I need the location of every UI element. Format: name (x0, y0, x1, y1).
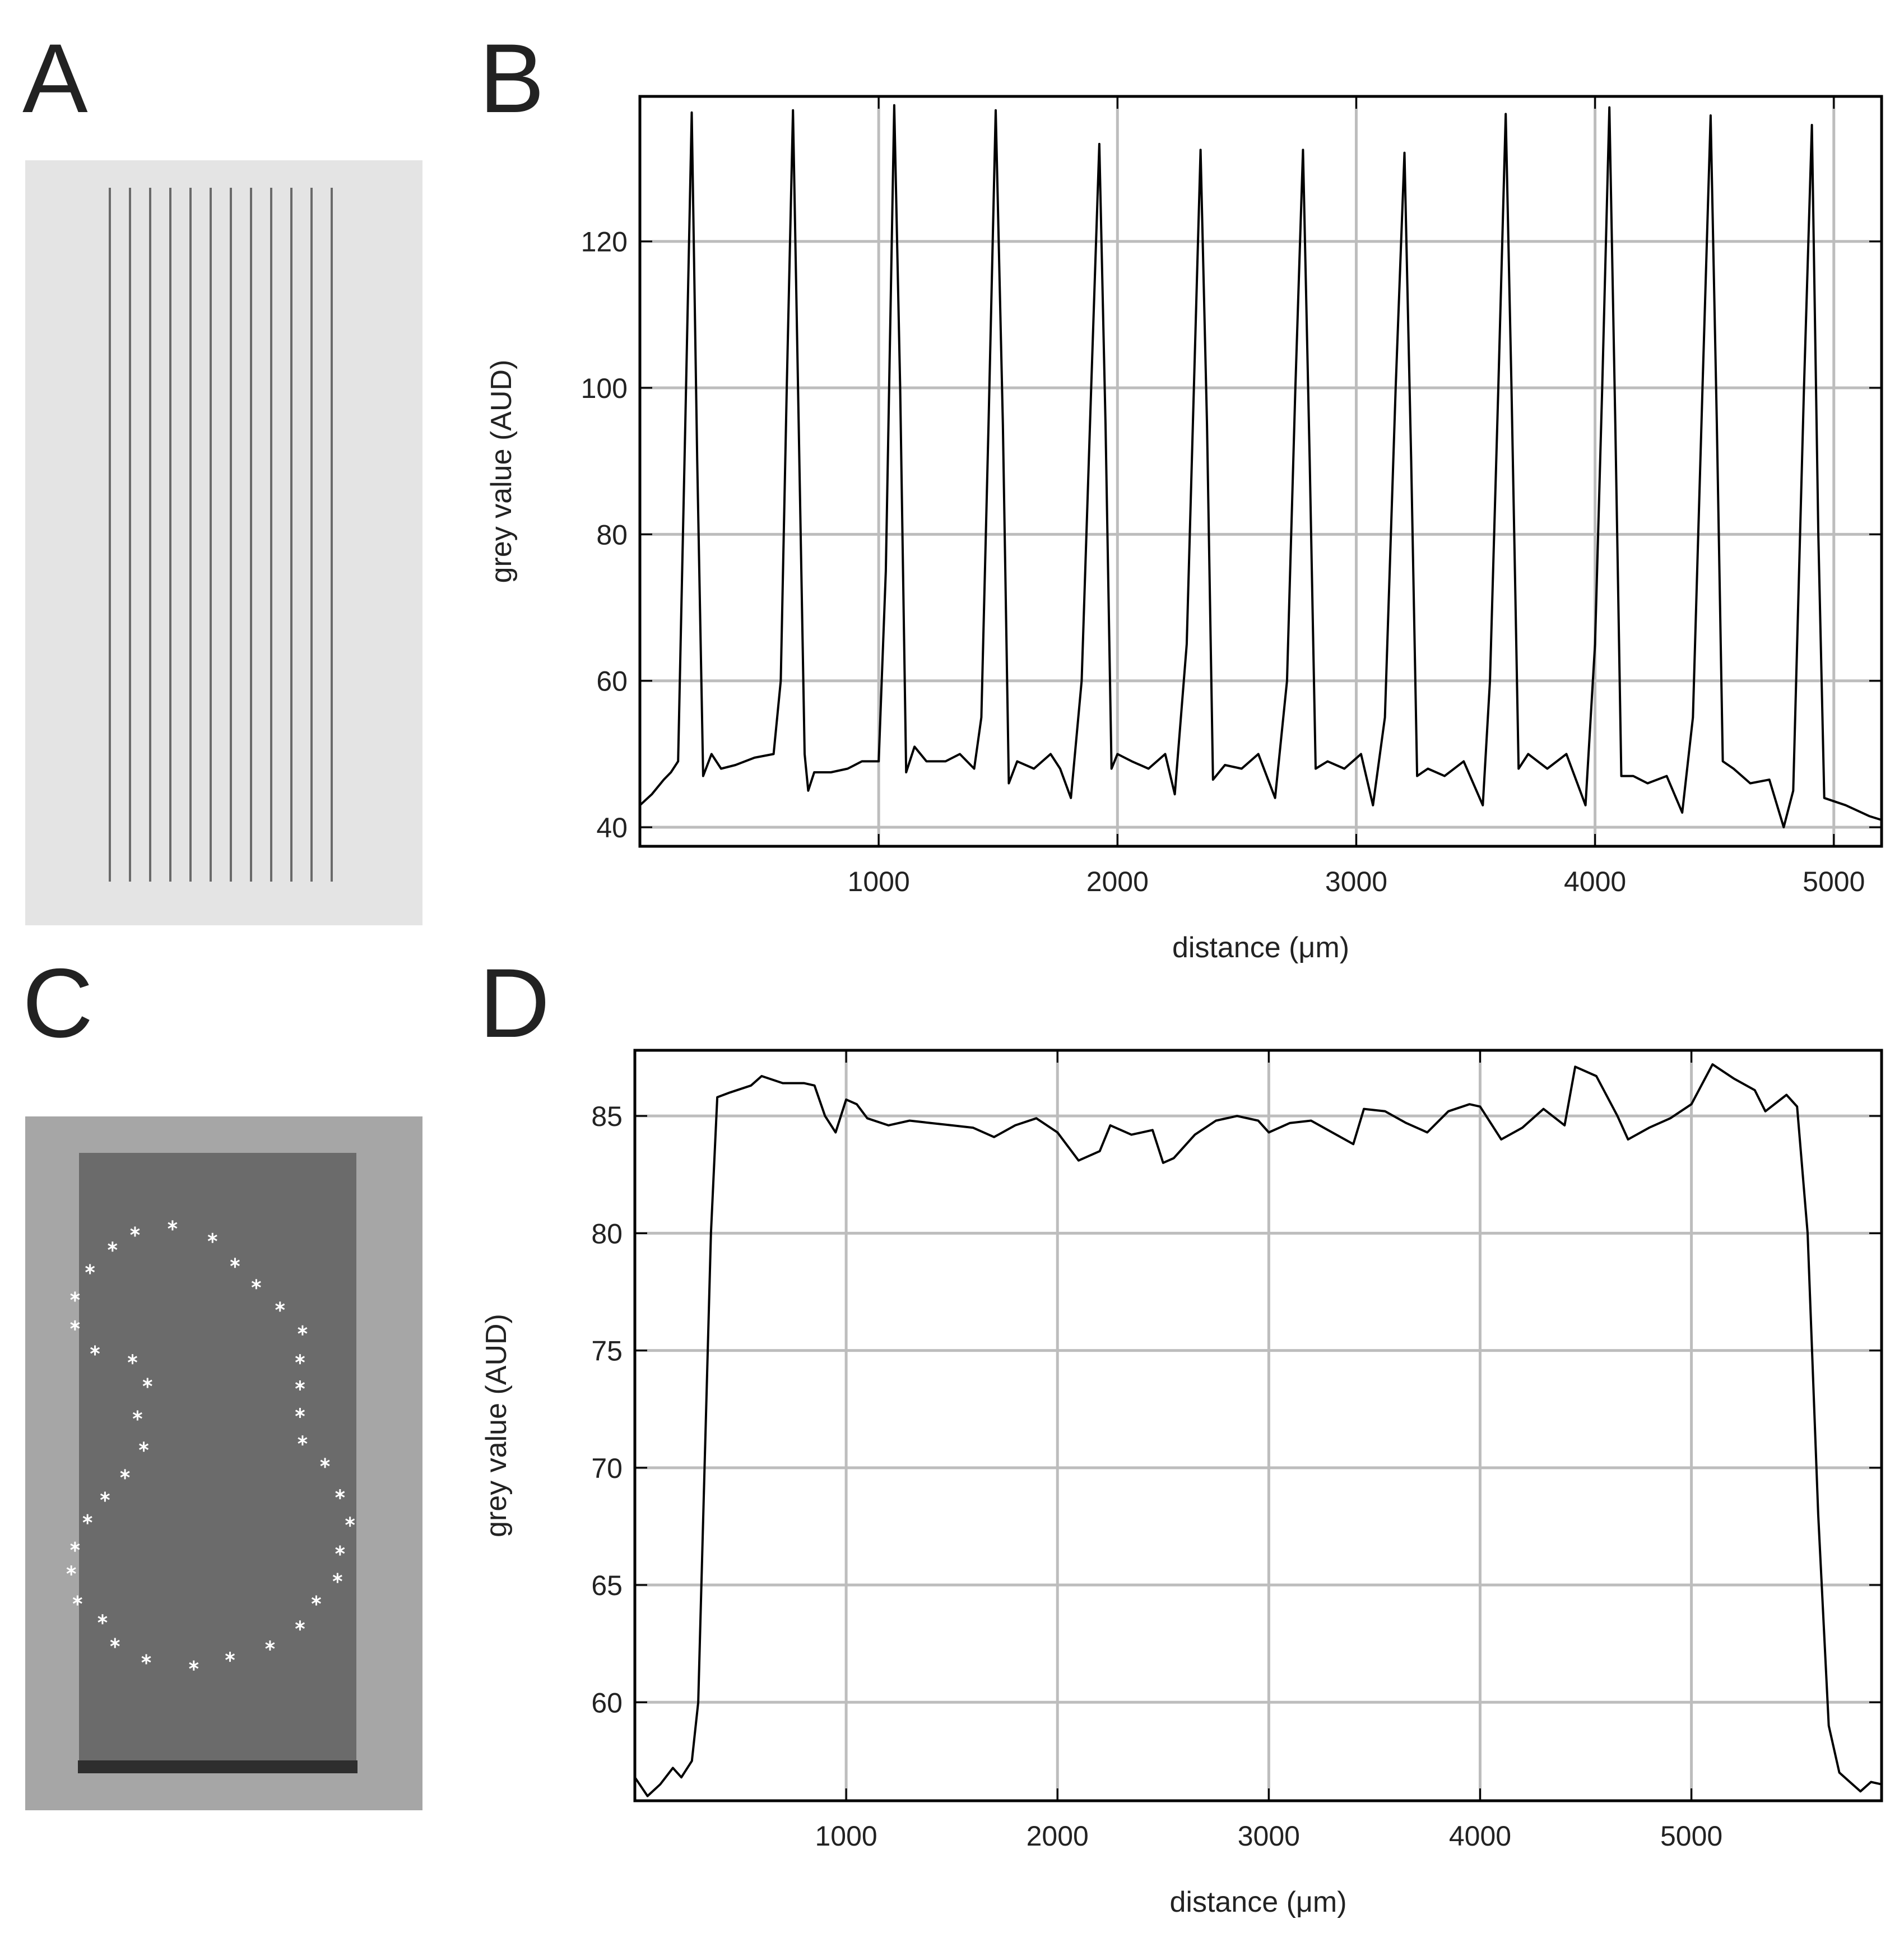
y-tick-label: 85 (591, 1101, 623, 1132)
marker (85, 1264, 95, 1274)
y-tick-label: 60 (596, 666, 628, 697)
marker (100, 1491, 110, 1502)
y-tick-label: 65 (591, 1570, 623, 1601)
y-tick-label: 40 (596, 812, 628, 843)
x-tick-label: 4000 (1564, 866, 1626, 897)
plot-area (640, 96, 1882, 846)
marker (265, 1640, 275, 1651)
x-axis-label: distance (μm) (1172, 931, 1349, 964)
x-tick-label: 2000 (1086, 866, 1149, 897)
panel-label: C (22, 949, 93, 1058)
marker (132, 1410, 142, 1421)
marker (120, 1469, 130, 1480)
x-tick-label: 1000 (815, 1820, 877, 1852)
marker (295, 1354, 305, 1365)
marker (320, 1458, 330, 1468)
marker (311, 1595, 321, 1606)
marker (142, 1378, 152, 1388)
y-tick-label: 75 (591, 1336, 623, 1367)
marker (130, 1226, 140, 1237)
marker (298, 1325, 308, 1336)
chart: 60 65 70 75 80 85 1000 2000 3000 4000 5000 distance… (480, 1049, 1883, 1918)
y-tick-label: 120 (581, 226, 628, 258)
panel-label: D (479, 949, 550, 1058)
marker (141, 1654, 151, 1665)
marker (139, 1441, 149, 1452)
marker (332, 1573, 342, 1583)
marker (295, 1620, 305, 1631)
x-tick-label: 5000 (1660, 1820, 1722, 1852)
y-tick-label: 80 (596, 519, 628, 550)
marker (127, 1354, 138, 1365)
x-tick-label: 2000 (1027, 1820, 1089, 1852)
y-tick-label: 100 (581, 373, 628, 404)
plot-frame (638, 95, 1883, 848)
data-line (634, 1063, 1882, 1797)
marker (189, 1660, 199, 1671)
x-tick-label: 5000 (1803, 866, 1865, 897)
y-axis-label: grey value (AUD) (480, 1314, 513, 1537)
marker (90, 1345, 100, 1356)
y-tick-label: 70 (591, 1453, 623, 1484)
plot-frame (633, 1049, 1883, 1802)
marker (295, 1408, 305, 1419)
marker (275, 1301, 285, 1312)
marker (335, 1545, 345, 1556)
x-tick-label: 1000 (848, 866, 910, 897)
marker (251, 1279, 261, 1290)
marker (97, 1614, 108, 1625)
panel-label: A (22, 24, 88, 133)
y-axis-label: grey value (AUD) (485, 360, 518, 583)
marker (295, 1380, 305, 1390)
marker (72, 1595, 82, 1606)
marker (345, 1517, 355, 1527)
marker (70, 1320, 80, 1331)
chart: 40 60 80 100 120 1000 2000 3000 4000 5000 distance… (485, 95, 1883, 964)
marker (66, 1565, 76, 1576)
sample (79, 1153, 356, 1773)
marker (108, 1241, 118, 1252)
marker (70, 1291, 80, 1302)
marker (82, 1514, 92, 1524)
x-tick-label: 3000 (1325, 866, 1387, 897)
micrograph (25, 160, 422, 925)
y-tick-label: 80 (591, 1218, 623, 1249)
image-background (25, 160, 422, 925)
x-tick-label: 4000 (1449, 1820, 1511, 1852)
micrograph (25, 1116, 422, 1810)
marker (70, 1541, 80, 1552)
sample-edge (78, 1760, 357, 1773)
data-line (639, 104, 1882, 828)
marker (110, 1638, 120, 1648)
plot-area (635, 1050, 1882, 1801)
marker (225, 1652, 235, 1662)
marker (335, 1489, 345, 1500)
marker (298, 1435, 308, 1446)
marker (207, 1232, 217, 1243)
x-axis-label: distance (μm) (1169, 1886, 1346, 1918)
x-tick-label: 3000 (1238, 1820, 1300, 1852)
y-tick-label: 60 (591, 1687, 623, 1718)
marker (230, 1258, 240, 1268)
panel-label: B (479, 24, 545, 133)
marker (168, 1220, 178, 1231)
